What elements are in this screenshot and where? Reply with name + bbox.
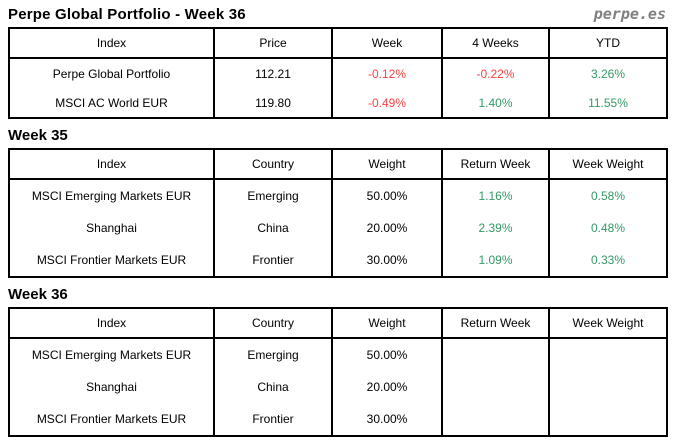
cell-country: Emerging (213, 179, 332, 212)
site-logo-text: perpe.es (593, 5, 666, 23)
cell-week: -0.12% (331, 58, 442, 88)
cell-weight: 30.00% (331, 403, 442, 436)
cell-return-week (441, 403, 549, 436)
cell-week-weight (548, 338, 667, 371)
title-bar: Perpe Global Portfolio - Week 36 perpe.e… (8, 5, 666, 23)
column-header-index: Index (96, 157, 127, 171)
cell-ytd: 11.55% (548, 88, 667, 118)
week36-table: Index Country Weight Return Week Week We… (8, 307, 668, 437)
cell-week-weight: 0.58% (548, 179, 667, 212)
table-row: Perpe Global Portfolio 112.21 -0.12% -0.… (9, 58, 667, 88)
table-row: MSCI Frontier Markets EUR Frontier 30.00… (9, 403, 667, 436)
cell-return-week: 1.16% (441, 179, 549, 212)
column-header-ytd: YTD (548, 28, 667, 58)
cell-index: MSCI Emerging Markets EUR (31, 348, 192, 362)
cell-weight: 50.00% (331, 179, 442, 212)
cell-return-week: 1.09% (441, 244, 549, 277)
cell-price: 112.21 (213, 58, 332, 88)
table-row: Shanghai China 20.00% (9, 371, 667, 403)
column-header-return-week: Return Week (441, 149, 549, 179)
cell-week-weight (548, 371, 667, 403)
cell-index: Shanghai (86, 380, 137, 394)
cell-index: MSCI Frontier Markets EUR (36, 253, 187, 267)
cell-country: China (213, 212, 332, 244)
column-header-return-week: Return Week (441, 308, 549, 338)
cell-weight: 20.00% (331, 212, 442, 244)
cell-four-weeks: 1.40% (441, 88, 549, 118)
cell-price: 119.80 (213, 88, 332, 118)
cell-index: Perpe Global Portfolio (52, 66, 171, 81)
table-row: MSCI Emerging Markets EUR Emerging 50.00… (9, 338, 667, 371)
cell-index: MSCI Frontier Markets EUR (36, 412, 187, 426)
table-row: MSCI AC World EUR 119.80 -0.49% 1.40% 11… (9, 88, 667, 118)
column-header-week-weight: Week Weight (548, 149, 667, 179)
table-row: MSCI Emerging Markets EUR Emerging 50.00… (9, 179, 667, 212)
cell-index: MSCI AC World EUR (55, 95, 168, 110)
column-header-country: Country (213, 149, 332, 179)
cell-week-weight: 0.33% (548, 244, 667, 277)
cell-country: Emerging (213, 338, 332, 371)
cell-return-week (441, 371, 549, 403)
cell-weight: 20.00% (331, 371, 442, 403)
cell-week-weight: 0.48% (548, 212, 667, 244)
cell-four-weeks: -0.22% (441, 58, 549, 88)
column-header-weight: Weight (331, 308, 442, 338)
cell-country: China (213, 371, 332, 403)
column-header-weight: Weight (331, 149, 442, 179)
column-header-index: Index (96, 316, 127, 330)
week35-table: Index Country Weight Return Week Week We… (8, 148, 668, 278)
report-page: Perpe Global Portfolio - Week 36 perpe.e… (8, 0, 668, 437)
week36-heading: Week 36 (8, 286, 68, 303)
week35-heading: Week 35 (8, 127, 68, 144)
cell-week: -0.49% (331, 88, 442, 118)
cell-index: Shanghai (86, 221, 137, 235)
portfolio-summary-table: Index Price Week 4 Weeks YTD Perpe Globa… (8, 27, 668, 119)
table-header-row: Index Price Week 4 Weeks YTD (9, 28, 667, 58)
table-row: MSCI Frontier Markets EUR Frontier 30.00… (9, 244, 667, 277)
column-header-four-weeks: 4 Weeks (441, 28, 549, 58)
cell-country: Frontier (213, 244, 332, 277)
cell-index: MSCI Emerging Markets EUR (31, 189, 192, 203)
column-header-week-weight: Week Weight (548, 308, 667, 338)
cell-ytd: 3.26% (548, 58, 667, 88)
table-header-row: Index Country Weight Return Week Week We… (9, 308, 667, 338)
cell-return-week (441, 338, 549, 371)
page-title: Perpe Global Portfolio - Week 36 (8, 6, 246, 23)
column-header-price: Price (213, 28, 332, 58)
table-row: Shanghai China 20.00% 2.39% 0.48% (9, 212, 667, 244)
cell-weight: 30.00% (331, 244, 442, 277)
cell-week-weight (548, 403, 667, 436)
column-header-country: Country (213, 308, 332, 338)
table-header-row: Index Country Weight Return Week Week We… (9, 149, 667, 179)
cell-return-week: 2.39% (441, 212, 549, 244)
column-header-index: Index (96, 36, 127, 50)
column-header-week: Week (331, 28, 442, 58)
cell-country: Frontier (213, 403, 332, 436)
cell-weight: 50.00% (331, 338, 442, 371)
